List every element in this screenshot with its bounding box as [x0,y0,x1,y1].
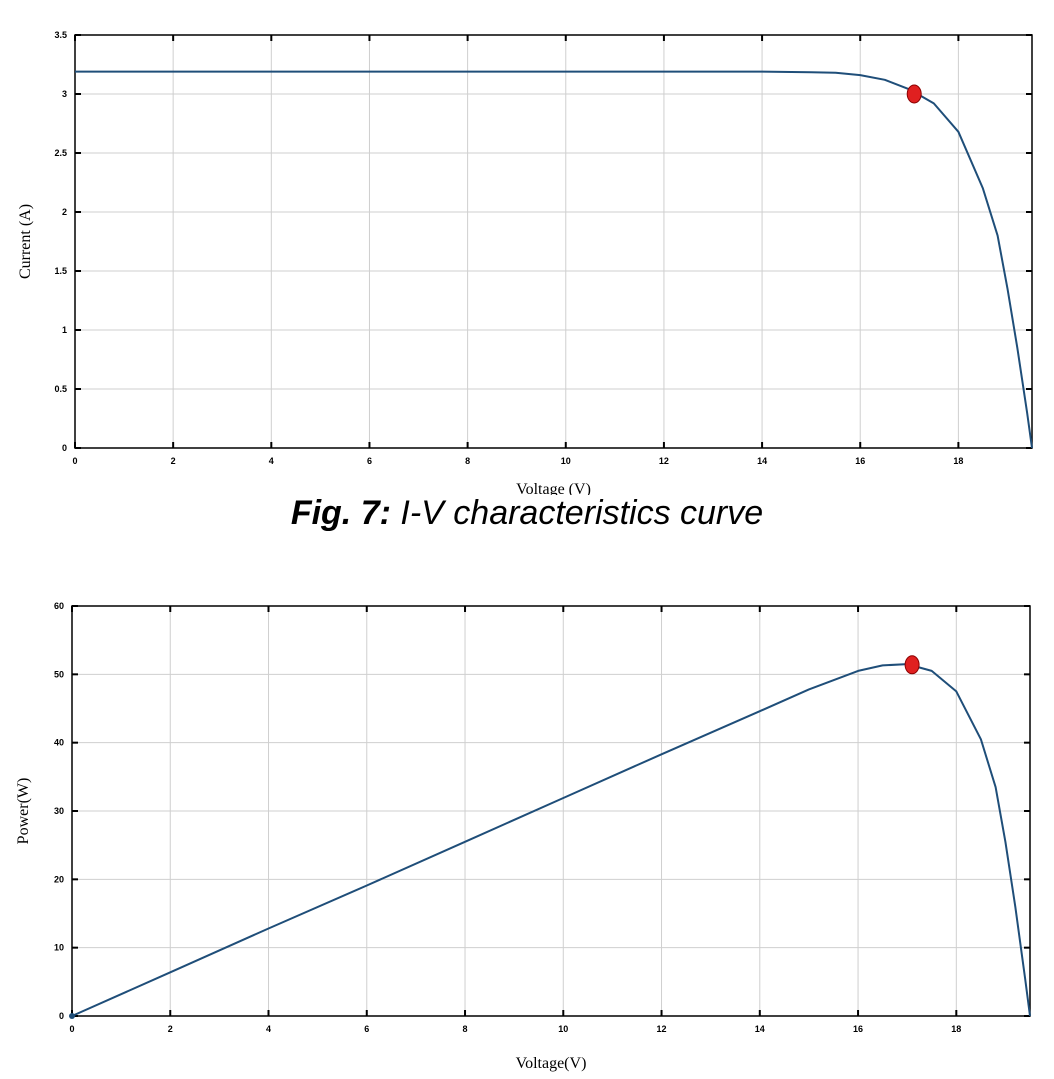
iv-x-tick-label: 6 [367,456,372,466]
pv-y-tick-label: 50 [54,669,64,679]
iv-y-tick-label: 1.5 [54,266,67,276]
pv-y-tick-label: 20 [54,874,64,884]
iv-y-tick-label: 3 [62,89,67,99]
pv-x-tick-label: 8 [463,1024,468,1034]
iv-curve-line [75,70,1033,449]
pv-y-tick-label: 60 [54,601,64,611]
figure-caption: Fig. 7: I-V characteristics curve [0,494,1054,533]
iv-x-tick-label: 18 [953,456,963,466]
pv-curve-line [71,663,1031,1017]
iv-y-tick-label: 1 [62,325,67,335]
iv-ticks: 0 2 4 6 8 10 12 14 16 18 0 0.5 1 1.5 2 2.5 3 3.5 [54,30,1032,466]
iv-x-tick-label: 14 [757,456,767,466]
pv-y-tick-label: 10 [54,943,64,953]
iv-x-tick-label: 2 [171,456,176,466]
iv-y-tick-label: 2 [62,207,67,217]
iv-x-tick-label: 12 [659,456,669,466]
figure-caption-text: I-V characteristics curve [400,494,764,532]
iv-x-tick-label: 8 [465,456,470,466]
iv-grid [75,35,1032,448]
pv-ticks: 0 2 4 6 8 10 12 14 16 18 0 10 20 30 40 50 60 [54,601,1030,1034]
pv-x-tick-label: 16 [853,1024,863,1034]
iv-x-tick-label: 0 [72,456,77,466]
pv-x-tick-label: 0 [69,1024,74,1034]
pv-x-tick-label: 6 [364,1024,369,1034]
iv-x-tick-label: 10 [561,456,571,466]
iv-x-tick-label: 16 [855,456,865,466]
pv-x-tick-label: 12 [657,1024,667,1034]
pv-x-tick-label: 2 [168,1024,173,1034]
pv-grid [72,606,1030,1016]
iv-chart-svg: 0 2 4 6 8 10 12 14 16 18 0 0.5 1 1.5 2 2.5 3 3.5 Voltage … [17,30,1033,495]
iv-x-tick-label: 4 [269,456,274,466]
pv-x-tick-label: 14 [755,1024,765,1034]
figure-caption-label: Fig. 7: [290,494,391,532]
iv-x-axis-label: Voltage (V) [516,481,591,495]
iv-y-tick-label: 3.5 [54,30,67,40]
pv-y-tick-label: 0 [59,1011,64,1021]
pv-mpp-marker [904,655,920,675]
pv-y-axis-label: Power(W) [15,778,32,845]
iv-y-tick-label: 0 [62,443,67,453]
iv-mpp-marker [906,84,922,104]
pv-x-tick-label: 10 [558,1024,568,1034]
pv-chart: 0 2 4 6 8 10 12 14 16 18 0 10 20 30 40 50 60 Voltage(V) … [0,590,1054,1079]
pv-x-tick-label: 4 [266,1024,271,1034]
pv-x-tick-label: 18 [951,1024,961,1034]
iv-y-tick-label: 0.5 [54,384,67,394]
iv-y-tick-label: 2.5 [54,148,67,158]
iv-y-axis-label: Current (A) [17,204,34,279]
pv-x-axis-label: Voltage(V) [516,1055,587,1072]
pv-y-tick-label: 40 [54,738,64,748]
pv-y-tick-label: 30 [54,806,64,816]
iv-chart: 0 2 4 6 8 10 12 14 16 18 0 0.5 1 1.5 2 2.5 3 3.5 Voltage … [0,0,1054,495]
iv-plot-frame [74,34,1033,449]
